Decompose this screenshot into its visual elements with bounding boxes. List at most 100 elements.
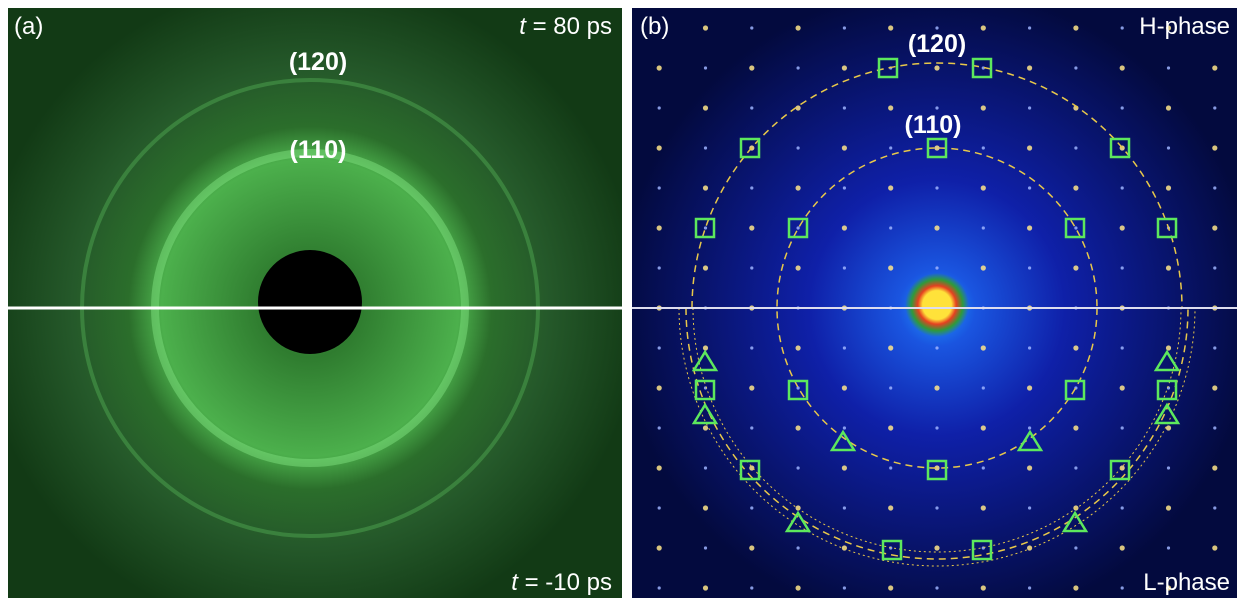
spot	[1028, 106, 1031, 109]
spot	[981, 25, 986, 30]
spot	[888, 585, 893, 590]
panel-a: (a) t = 80 ps t = -10 ps (120) (110)	[8, 8, 622, 598]
spot	[981, 505, 986, 510]
spot	[935, 586, 938, 589]
spot	[1212, 145, 1217, 150]
spot	[657, 65, 662, 70]
spot	[1074, 66, 1077, 69]
spot	[1073, 185, 1078, 190]
spot	[843, 186, 846, 189]
spot	[1212, 385, 1217, 390]
spot	[888, 265, 893, 270]
phase-label: H-phase	[1139, 13, 1230, 40]
spot	[934, 545, 939, 550]
spot	[982, 386, 985, 389]
spot	[703, 345, 708, 350]
ring-label: (110)	[290, 136, 347, 164]
spot	[934, 225, 939, 230]
spot	[1212, 65, 1217, 70]
spot	[888, 505, 893, 510]
spot	[982, 146, 985, 149]
spot	[1167, 66, 1170, 69]
spot	[657, 225, 662, 230]
spot	[658, 106, 661, 109]
spot	[1028, 506, 1031, 509]
central-beam	[905, 273, 969, 337]
spot	[982, 226, 985, 229]
spot	[1166, 265, 1171, 270]
spot	[796, 425, 801, 430]
figure: (a) t = 80 ps t = -10 ps (120) (110) (b)…	[0, 0, 1239, 600]
spot	[889, 146, 892, 149]
spot	[1120, 465, 1125, 470]
spot	[842, 545, 847, 550]
spot	[1074, 466, 1077, 469]
spot	[935, 506, 938, 509]
spot	[1028, 266, 1031, 269]
spot	[796, 25, 801, 30]
ring-label: (120)	[289, 48, 347, 76]
spot	[935, 106, 938, 109]
spot	[658, 426, 661, 429]
spot	[1212, 465, 1217, 470]
spot	[658, 346, 661, 349]
spot	[797, 466, 800, 469]
time-label: t = -10 ps	[511, 569, 612, 596]
spot	[1167, 546, 1170, 549]
spot	[749, 465, 754, 470]
spot	[749, 545, 754, 550]
spot	[842, 225, 847, 230]
spot	[1121, 346, 1124, 349]
spot	[888, 25, 893, 30]
spot	[703, 185, 708, 190]
spot	[1120, 65, 1125, 70]
spot	[1074, 546, 1077, 549]
spot	[750, 426, 753, 429]
spot	[843, 346, 846, 349]
spot	[1213, 106, 1216, 109]
spot	[704, 466, 707, 469]
spot	[1121, 426, 1124, 429]
spot	[750, 586, 753, 589]
spot	[1028, 346, 1031, 349]
spot	[1166, 185, 1171, 190]
spot	[934, 385, 939, 390]
spot	[796, 345, 801, 350]
spot	[843, 506, 846, 509]
spot	[889, 386, 892, 389]
spot	[1213, 506, 1216, 509]
spot	[796, 265, 801, 270]
spot	[842, 465, 847, 470]
spot	[888, 105, 893, 110]
spot	[1121, 506, 1124, 509]
spot	[1073, 585, 1078, 590]
spot	[750, 266, 753, 269]
spot	[796, 585, 801, 590]
spot	[703, 505, 708, 510]
spot	[888, 345, 893, 350]
spot	[703, 265, 708, 270]
spot	[657, 545, 662, 550]
spot	[982, 466, 985, 469]
spot	[1213, 346, 1216, 349]
spot	[981, 425, 986, 430]
spot	[1028, 426, 1031, 429]
spot	[750, 106, 753, 109]
spot	[1167, 146, 1170, 149]
spot	[749, 65, 754, 70]
spot	[981, 105, 986, 110]
spot	[935, 266, 938, 269]
spot	[843, 266, 846, 269]
spot	[888, 425, 893, 430]
spot	[703, 585, 708, 590]
spot	[1027, 65, 1032, 70]
spot	[935, 186, 938, 189]
spot	[889, 466, 892, 469]
spot	[1073, 25, 1078, 30]
spot	[1027, 385, 1032, 390]
spot	[1213, 426, 1216, 429]
spot	[750, 186, 753, 189]
panel-b: (b) H-phase L-phase (120) (110)	[632, 8, 1237, 598]
ring-label: (120)	[908, 30, 966, 58]
spot	[657, 465, 662, 470]
